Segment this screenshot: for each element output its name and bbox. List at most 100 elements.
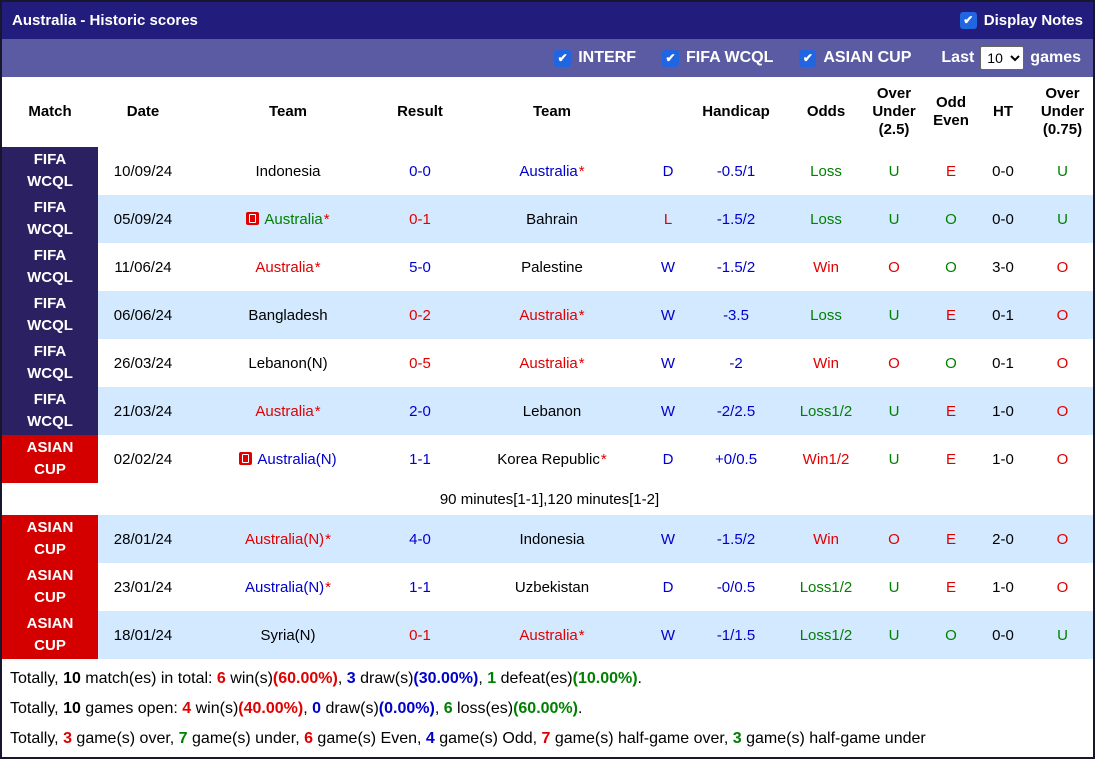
- odd-even: E: [945, 162, 956, 180]
- odds-result: Loss: [788, 195, 864, 243]
- half-time-score: 0-0: [978, 611, 1028, 659]
- filter-fifa-wcql[interactable]: ✔ FIFA WCQL: [661, 49, 773, 67]
- team-name[interactable]: Uzbekistan: [514, 578, 590, 596]
- summary-stat: (60.00%): [272, 670, 338, 687]
- odds-result: Loss1/2: [799, 578, 853, 596]
- team-name[interactable]: Palestine: [521, 258, 583, 276]
- summary-text: win(s): [225, 670, 273, 687]
- away-team: Indonesia: [452, 515, 652, 563]
- home-team: Indonesia: [188, 147, 388, 195]
- summary-stat: (40.00%): [238, 700, 304, 717]
- summary-text: game(s) under,: [187, 730, 305, 747]
- team-name[interactable]: Indonesia: [519, 530, 585, 548]
- half-time-score: 1-0: [992, 450, 1014, 468]
- column-header: Team: [188, 77, 388, 147]
- team-name[interactable]: Australia: [264, 210, 323, 228]
- competition-badge: FIFA WCQL: [2, 147, 98, 195]
- result: 0-2: [388, 291, 452, 339]
- team-name[interactable]: Lebanon: [522, 402, 582, 420]
- table-row: ASIAN CUP 23/01/24 Australia(N)* 1-1 Uzbekist…: [2, 563, 1093, 611]
- summary-text: game(s) over,: [71, 730, 179, 747]
- win-draw-loss: D: [662, 450, 674, 468]
- filter-interf[interactable]: ✔ INTERF: [554, 49, 636, 67]
- summary-stat: 3: [63, 730, 72, 747]
- summary-text: game(s) Odd,: [434, 730, 542, 747]
- title-bar: Australia - Historic scores ✔ Display No…: [2, 2, 1093, 39]
- star-marker: *: [578, 354, 585, 372]
- odds-result: Loss: [788, 291, 864, 339]
- over-under-2-5: U: [888, 578, 900, 596]
- team-name[interactable]: Australia: [519, 306, 578, 324]
- checkbox-checked-icon[interactable]: ✔: [554, 49, 572, 67]
- over-under-2-5: U: [888, 450, 900, 468]
- handicap: -1.5/2: [684, 195, 788, 243]
- win-draw-loss: W: [652, 611, 684, 659]
- summary-text: ,: [303, 700, 313, 717]
- column-header: Team: [452, 77, 652, 147]
- handicap: -0.5/1: [716, 162, 756, 180]
- team-name[interactable]: Lebanon(N): [248, 354, 328, 372]
- summary-stat: (60.00%): [513, 700, 578, 717]
- games-count-select[interactable]: 10: [980, 46, 1025, 70]
- over-under-0-75: O: [1056, 578, 1069, 596]
- last-label: Last: [941, 49, 975, 66]
- summary-text: draw(s): [355, 670, 414, 687]
- handicap: +0/0.5: [714, 450, 758, 468]
- summary-text: win(s): [191, 700, 239, 717]
- handicap: -0/0.5: [716, 578, 756, 596]
- team-name[interactable]: Australia: [519, 162, 578, 180]
- star-marker: *: [314, 402, 321, 420]
- odds-result: Win: [813, 354, 839, 372]
- handicap: -1.5/2: [684, 515, 788, 563]
- handicap: -1.5/2: [716, 258, 756, 276]
- display-notes-checkbox[interactable]: ✔: [959, 12, 977, 29]
- team-name[interactable]: Australia(N): [257, 450, 337, 468]
- filter-asian-cup[interactable]: ✔ ASIAN CUP: [799, 49, 911, 67]
- competition-badge: ASIAN CUP: [2, 435, 98, 483]
- half-time-score: 2-0: [978, 515, 1028, 563]
- team-name[interactable]: Australia(N): [244, 578, 325, 596]
- team-name[interactable]: Australia: [519, 626, 578, 644]
- table-row: FIFA WCQL 05/09/24 Australia* 0-1 Bahrain L -1.…: [2, 195, 1093, 243]
- odd-even: E: [924, 387, 978, 435]
- summary-text: game(s) half-game under: [741, 730, 926, 747]
- checkbox-checked-icon[interactable]: ✔: [799, 49, 817, 67]
- over-under-0-75: O: [1028, 387, 1093, 435]
- match-note: 90 minutes[1-1],120 minutes[1-2]: [2, 483, 1093, 515]
- star-marker: *: [323, 210, 330, 228]
- half-time-score: 1-0: [978, 387, 1028, 435]
- win-draw-loss: W: [652, 291, 684, 339]
- odd-even: E: [945, 578, 956, 596]
- team-name[interactable]: Bahrain: [526, 210, 578, 228]
- display-notes-label: Display Notes: [983, 12, 1083, 29]
- team-name[interactable]: Bangladesh: [248, 306, 328, 324]
- summary-text: Totally,: [10, 730, 64, 747]
- home-team: Australia(N)*: [188, 563, 388, 611]
- competition-badge: FIFA WCQL: [2, 339, 98, 387]
- over-under-0-75: O: [1056, 354, 1069, 372]
- team-name[interactable]: Australia: [255, 258, 314, 276]
- team-name[interactable]: Australia: [255, 402, 314, 420]
- odd-even: O: [945, 258, 957, 276]
- team-name[interactable]: Australia(N): [244, 530, 325, 548]
- red-card-icon: [246, 211, 260, 225]
- over-under-2-5: U: [888, 162, 900, 180]
- team-name[interactable]: Korea Republic: [497, 450, 600, 468]
- home-team: Australia*: [188, 195, 388, 243]
- checkbox-checked-icon[interactable]: ✔: [661, 49, 679, 67]
- result: 2-0: [388, 387, 452, 435]
- summary-stat: 4: [182, 700, 192, 717]
- last-games-control: Last 10 games: [941, 46, 1081, 70]
- summary-text: Totally,: [10, 700, 64, 717]
- team-name[interactable]: Syria(N): [260, 626, 316, 644]
- away-team: Uzbekistan: [452, 563, 652, 611]
- team-name[interactable]: Indonesia: [255, 162, 321, 180]
- summary-stat: (0.00%): [378, 700, 435, 717]
- column-header: Handicap: [684, 77, 788, 147]
- display-notes-toggle[interactable]: ✔ Display Notes: [959, 12, 1083, 29]
- match-date: 26/03/24: [113, 354, 173, 372]
- team-name[interactable]: Australia: [519, 354, 578, 372]
- competition-badge: ASIAN CUP: [2, 563, 98, 611]
- over-under-0-75: O: [1056, 450, 1069, 468]
